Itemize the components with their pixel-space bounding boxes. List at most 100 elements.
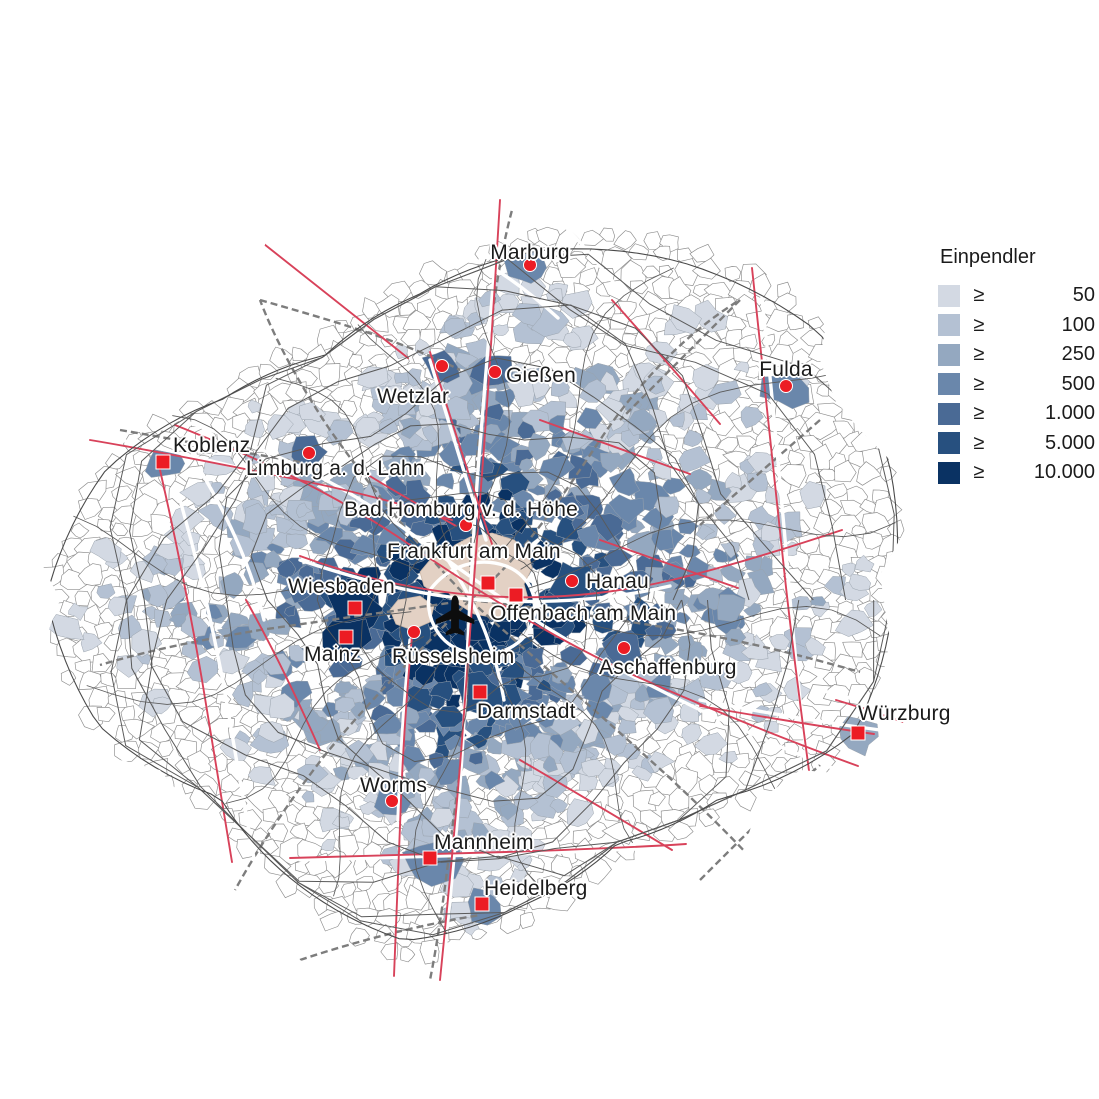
municipality-cell [691, 257, 721, 280]
municipality-cell [799, 568, 821, 585]
municipality-cell [772, 588, 787, 606]
municipality-cell [728, 518, 749, 535]
municipality-cell [350, 445, 374, 468]
municipality-cell [751, 618, 774, 640]
municipality-cell [187, 750, 212, 774]
municipality-cell [405, 884, 428, 911]
municipality-cell [834, 459, 857, 483]
municipality-choropleth [540, 559, 564, 579]
legend-color-swatch [938, 314, 960, 337]
municipality-cell [318, 363, 341, 388]
legend-operator: ≥ [973, 431, 985, 454]
legend-value: 250 [1061, 343, 1095, 366]
municipality-cell [96, 706, 116, 723]
legend-value: 50 [1072, 284, 1095, 307]
legend-color-swatch [938, 373, 960, 396]
legend-color-swatch [938, 432, 960, 455]
municipality-cell [806, 684, 835, 706]
municipality-cell [817, 468, 839, 482]
municipality-cell [508, 888, 530, 910]
map-canvas[interactable]: Marburg Gießen Wetzlar Fulda Koblenz Limburg … [0, 0, 950, 1099]
municipality-cell [667, 820, 694, 841]
legend-operator: ≥ [973, 313, 985, 336]
municipality-cell [74, 590, 91, 607]
municipality-cell [638, 290, 668, 316]
municipality-choropleth [654, 652, 679, 675]
legend-value: 5.000 [1044, 431, 1095, 454]
municipality-cell [348, 354, 363, 369]
municipality-cell [545, 889, 576, 912]
municipality-cell [329, 384, 359, 407]
legend-operator: ≥ [973, 372, 985, 395]
municipality-cell [258, 363, 279, 380]
municipality-cell [191, 716, 211, 743]
municipality-cell [78, 479, 107, 505]
municipality-cell [814, 651, 835, 671]
municipality-choropleth [509, 868, 529, 883]
municipality-cell [586, 821, 609, 840]
municipality-cell [78, 705, 104, 731]
municipality-choropleth [80, 632, 103, 653]
choropleth-map[interactable] [0, 0, 930, 1099]
airplane-icon [433, 595, 477, 646]
municipality-choropleth [718, 750, 738, 764]
municipality-cell [359, 330, 377, 347]
municipality-cell [408, 279, 431, 299]
municipality-cell [601, 246, 632, 275]
municipality-cell [78, 670, 102, 690]
legend-operator: ≥ [973, 284, 985, 307]
municipality-cell [60, 669, 77, 686]
municipality-cell [112, 522, 129, 536]
legend: Einpendler ≥50 ≥100 ≥250 ≥500 ≥1.000 ≥5.000 ≥1… [938, 246, 1099, 488]
municipality-cell [584, 855, 612, 885]
municipality-cell [763, 416, 790, 433]
municipality-cell [715, 436, 739, 453]
municipality-cell [659, 234, 679, 253]
municipality-cell [499, 907, 526, 935]
municipality-cell [318, 875, 340, 894]
municipality-cell [291, 346, 311, 362]
municipality-choropleth [592, 610, 615, 634]
municipality-cell [856, 461, 883, 486]
legend-value: 100 [1061, 313, 1095, 336]
municipality-cell [613, 230, 637, 250]
municipality-cell [809, 443, 835, 471]
municipality-cell [778, 330, 799, 347]
municipality-cell [132, 451, 152, 467]
municipality-choropleth [740, 406, 764, 429]
legend-rows: ≥50 ≥100 ≥250 ≥500 ≥1.000 ≥5.000 ≥10.000 [938, 281, 1099, 488]
municipality-cell [647, 791, 666, 807]
municipality-cell [675, 767, 698, 795]
municipality-choropleth [394, 372, 410, 384]
municipality-cell [339, 793, 354, 806]
municipality-cell [578, 267, 598, 288]
municipality-cell [189, 785, 218, 810]
municipality-cell [602, 334, 622, 351]
municipality-cell [380, 942, 399, 961]
municipality-cell [316, 324, 344, 353]
municipality-cell [83, 603, 102, 626]
municipality-cell [220, 773, 242, 794]
municipality-cell [289, 822, 309, 841]
municipality-choropleth [854, 554, 875, 573]
municipality-cell [350, 314, 371, 332]
municipality-cell [77, 563, 103, 586]
legend-row: ≥10.000 [938, 458, 1099, 488]
municipality-cell [399, 301, 417, 316]
municipality-cell [91, 653, 113, 673]
municipality-cell [150, 722, 175, 744]
municipality-cell [269, 346, 294, 369]
legend-row: ≥1.000 [938, 399, 1099, 429]
legend-value: 500 [1061, 372, 1095, 395]
municipality-choropleth [660, 477, 686, 495]
municipality-cell [174, 725, 191, 740]
legend-operator: ≥ [973, 402, 985, 425]
legend-title: Einpendler [940, 246, 1036, 268]
municipality-choropleth [863, 600, 883, 617]
municipality-cell [724, 266, 742, 283]
municipality-cell [157, 740, 174, 758]
choropleth-layer [47, 244, 883, 936]
map-body [40, 198, 905, 981]
municipality-cell [739, 333, 758, 349]
municipality-cell [574, 314, 590, 329]
